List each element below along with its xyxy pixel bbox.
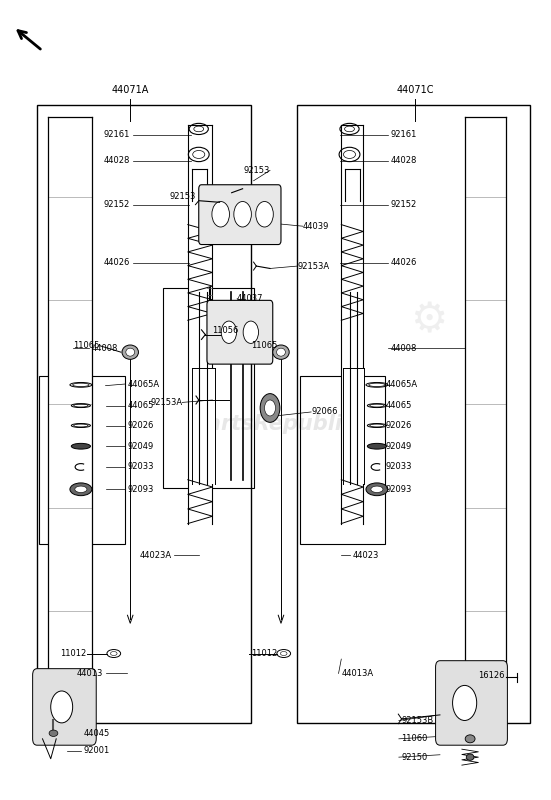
FancyBboxPatch shape — [436, 661, 507, 745]
Text: 44071A: 44071A — [111, 85, 149, 94]
Circle shape — [256, 202, 273, 227]
Text: 16126: 16126 — [478, 670, 505, 679]
Text: 44028: 44028 — [391, 156, 417, 166]
Text: 44013: 44013 — [77, 669, 103, 678]
Ellipse shape — [366, 483, 388, 496]
Bar — [39, 376, 125, 543]
Text: 44013A: 44013A — [341, 669, 374, 678]
Circle shape — [221, 321, 236, 343]
Text: 92093: 92093 — [127, 485, 154, 494]
Text: 44026: 44026 — [391, 258, 417, 267]
Text: 11065: 11065 — [251, 342, 277, 350]
Text: 44008: 44008 — [92, 344, 118, 353]
Text: 11012: 11012 — [251, 649, 277, 658]
Ellipse shape — [122, 345, 138, 359]
Text: 92152: 92152 — [104, 200, 130, 209]
Text: 92026: 92026 — [127, 421, 154, 430]
Bar — [341, 125, 363, 523]
Bar — [464, 117, 506, 675]
Ellipse shape — [49, 730, 58, 737]
Ellipse shape — [465, 735, 475, 743]
Text: 44037: 44037 — [237, 294, 263, 303]
Text: ⚙: ⚙ — [410, 299, 448, 342]
Text: 44039: 44039 — [303, 222, 329, 230]
Text: 44065: 44065 — [385, 401, 412, 410]
Circle shape — [234, 202, 251, 227]
Text: 92153A: 92153A — [150, 398, 182, 407]
Text: 11065: 11065 — [73, 342, 99, 350]
Text: 44065A: 44065A — [127, 379, 160, 389]
Text: 44065: 44065 — [127, 401, 154, 410]
Circle shape — [452, 686, 477, 721]
Text: 11056: 11056 — [213, 326, 239, 335]
Text: 44023: 44023 — [352, 551, 379, 560]
Text: 92150: 92150 — [402, 753, 428, 762]
Text: 44026: 44026 — [104, 258, 130, 267]
Text: 92066: 92066 — [311, 407, 338, 417]
FancyBboxPatch shape — [33, 669, 96, 745]
Text: PartsRepublik: PartsRepublik — [194, 414, 357, 434]
Ellipse shape — [371, 486, 383, 493]
FancyBboxPatch shape — [199, 185, 281, 245]
Text: 11060: 11060 — [402, 734, 428, 743]
Text: 44045: 44045 — [84, 729, 110, 738]
Text: 92153A: 92153A — [298, 262, 329, 270]
Ellipse shape — [126, 348, 134, 356]
Text: 44065A: 44065A — [385, 379, 417, 389]
Text: 92033: 92033 — [385, 462, 412, 471]
Ellipse shape — [75, 486, 87, 493]
Bar — [188, 125, 213, 523]
Text: 44071C: 44071C — [397, 85, 434, 94]
Circle shape — [51, 691, 73, 723]
Text: 92161: 92161 — [104, 130, 130, 139]
Bar — [48, 117, 92, 675]
Circle shape — [260, 394, 280, 422]
Bar — [343, 368, 364, 484]
Text: 92001: 92001 — [84, 746, 110, 755]
Bar — [192, 368, 215, 484]
Text: 44008: 44008 — [391, 344, 417, 353]
Text: 44028: 44028 — [104, 156, 130, 166]
Text: 92033: 92033 — [127, 462, 154, 471]
Text: 92049: 92049 — [385, 442, 412, 450]
Ellipse shape — [277, 348, 285, 356]
Circle shape — [264, 400, 276, 416]
Circle shape — [212, 202, 229, 227]
Text: 44023A: 44023A — [139, 551, 171, 560]
Bar — [345, 169, 360, 201]
Bar — [163, 288, 253, 488]
Ellipse shape — [273, 345, 289, 359]
FancyBboxPatch shape — [207, 300, 273, 364]
Circle shape — [243, 321, 258, 343]
Ellipse shape — [70, 483, 92, 496]
Text: 92152: 92152 — [391, 200, 417, 209]
Bar — [298, 105, 531, 723]
Ellipse shape — [368, 443, 386, 449]
Text: 92161: 92161 — [391, 130, 417, 139]
Bar — [300, 376, 385, 543]
Text: 92153: 92153 — [244, 166, 270, 175]
Text: 92153B: 92153B — [402, 716, 434, 725]
Bar — [37, 105, 251, 723]
Text: 92026: 92026 — [385, 421, 412, 430]
Text: 92153: 92153 — [170, 192, 196, 202]
Bar — [192, 169, 207, 201]
Ellipse shape — [466, 754, 474, 760]
Text: 92093: 92093 — [385, 485, 412, 494]
Text: 11012: 11012 — [60, 649, 87, 658]
Ellipse shape — [71, 443, 90, 449]
Text: 92049: 92049 — [127, 442, 154, 450]
